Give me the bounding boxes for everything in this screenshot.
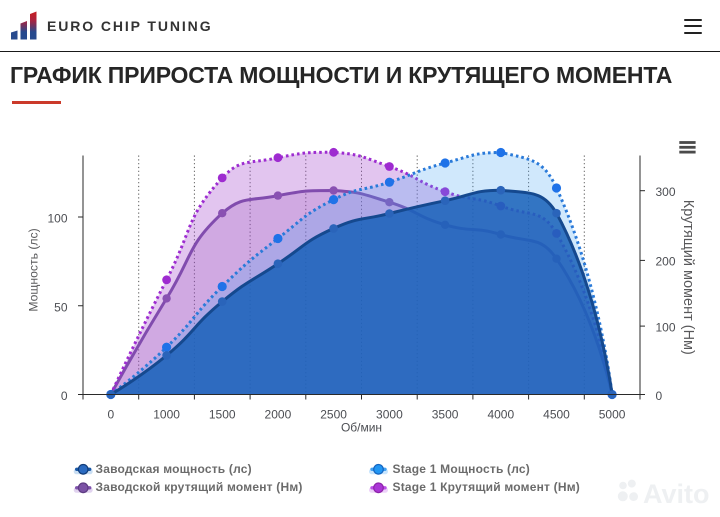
svg-text:300: 300 bbox=[656, 185, 676, 199]
svg-text:Avito: Avito bbox=[643, 479, 710, 509]
svg-text:Мощность (лс): Мощность (лс) bbox=[27, 228, 41, 311]
svg-text:0: 0 bbox=[656, 389, 663, 403]
svg-text:Крутящий момент (Нм): Крутящий момент (Нм) bbox=[680, 200, 696, 355]
svg-text:3500: 3500 bbox=[432, 407, 459, 421]
svg-text:Об/мин: Об/мин bbox=[341, 421, 382, 435]
svg-text:200: 200 bbox=[656, 255, 676, 269]
svg-text:3000: 3000 bbox=[376, 407, 403, 421]
svg-text:1000: 1000 bbox=[153, 407, 180, 421]
svg-text:100: 100 bbox=[47, 212, 67, 226]
svg-text:50: 50 bbox=[54, 300, 68, 314]
svg-text:5000: 5000 bbox=[599, 407, 626, 421]
svg-text:1500: 1500 bbox=[209, 407, 236, 421]
svg-text:4500: 4500 bbox=[543, 407, 570, 421]
svg-text:100: 100 bbox=[656, 320, 676, 334]
svg-text:2000: 2000 bbox=[265, 407, 292, 421]
svg-text:0: 0 bbox=[61, 389, 68, 403]
svg-text:0: 0 bbox=[107, 407, 114, 421]
svg-text:4000: 4000 bbox=[487, 407, 514, 421]
svg-text:2500: 2500 bbox=[320, 407, 347, 421]
